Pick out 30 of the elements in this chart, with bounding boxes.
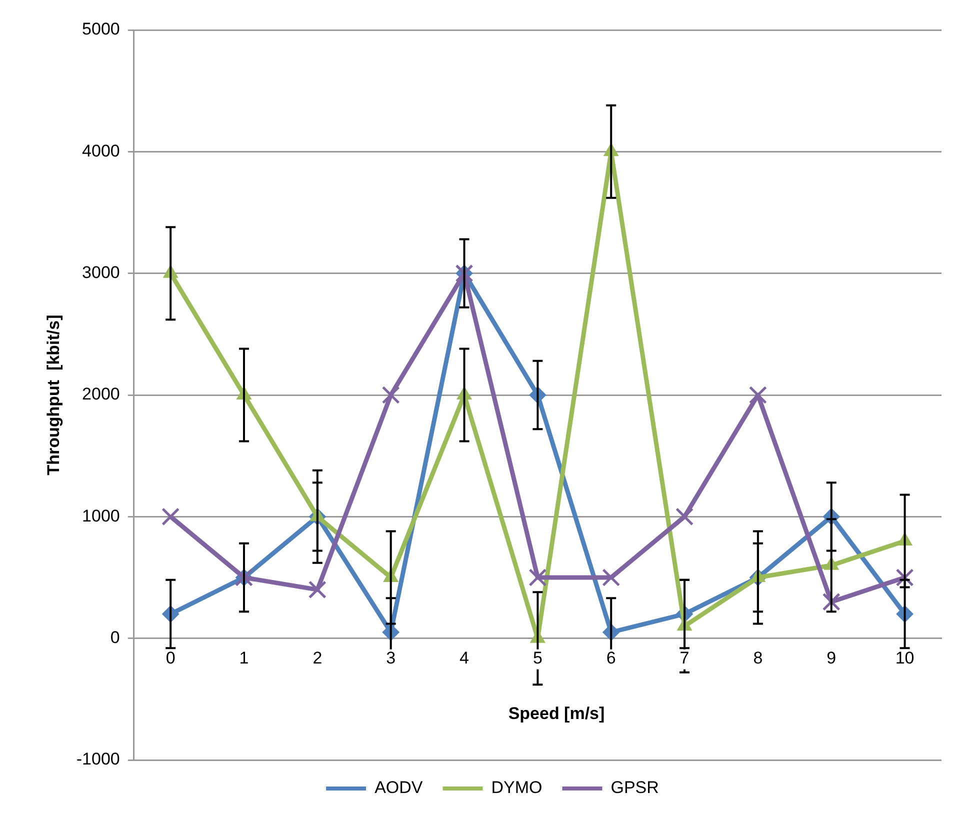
x-tick-label: 3 [386,648,396,668]
legend-label: GPSR [610,778,659,798]
x-tick-label: 2 [312,648,322,668]
x-tick-label: 6 [606,648,616,668]
y-tick-label: 1000 [82,506,120,526]
x-axis-title: Speed [m/s] [507,704,606,724]
x-tick-label: 7 [680,648,690,668]
y-axis-title: Throughput [kbit/s] [44,314,63,476]
point [602,568,620,587]
point [162,508,180,526]
x-tick-label: 9 [826,648,836,668]
x-tick-label: 4 [460,648,470,668]
point [308,580,326,599]
y-tick-label: -1000 [76,750,120,769]
x-tick-label: 8 [753,648,763,668]
y-tick-label: 0 [110,628,120,648]
x-tick-label: 10 [895,648,914,668]
point [528,568,547,587]
legend-label: DYMO [491,778,542,798]
y-tick-label: 4000 [82,141,120,160]
point [748,386,767,404]
y-tick-label: 5000 [82,20,120,39]
x-tick-label: 0 [166,648,176,668]
y-tick-label: 2000 [82,384,120,404]
y-tick-label: 3000 [82,263,120,282]
x-tick-label: 5 [532,648,542,668]
x-tick-label: 1 [239,648,249,668]
point [676,508,694,526]
point [382,386,400,404]
legend-label: AODV [374,778,424,798]
